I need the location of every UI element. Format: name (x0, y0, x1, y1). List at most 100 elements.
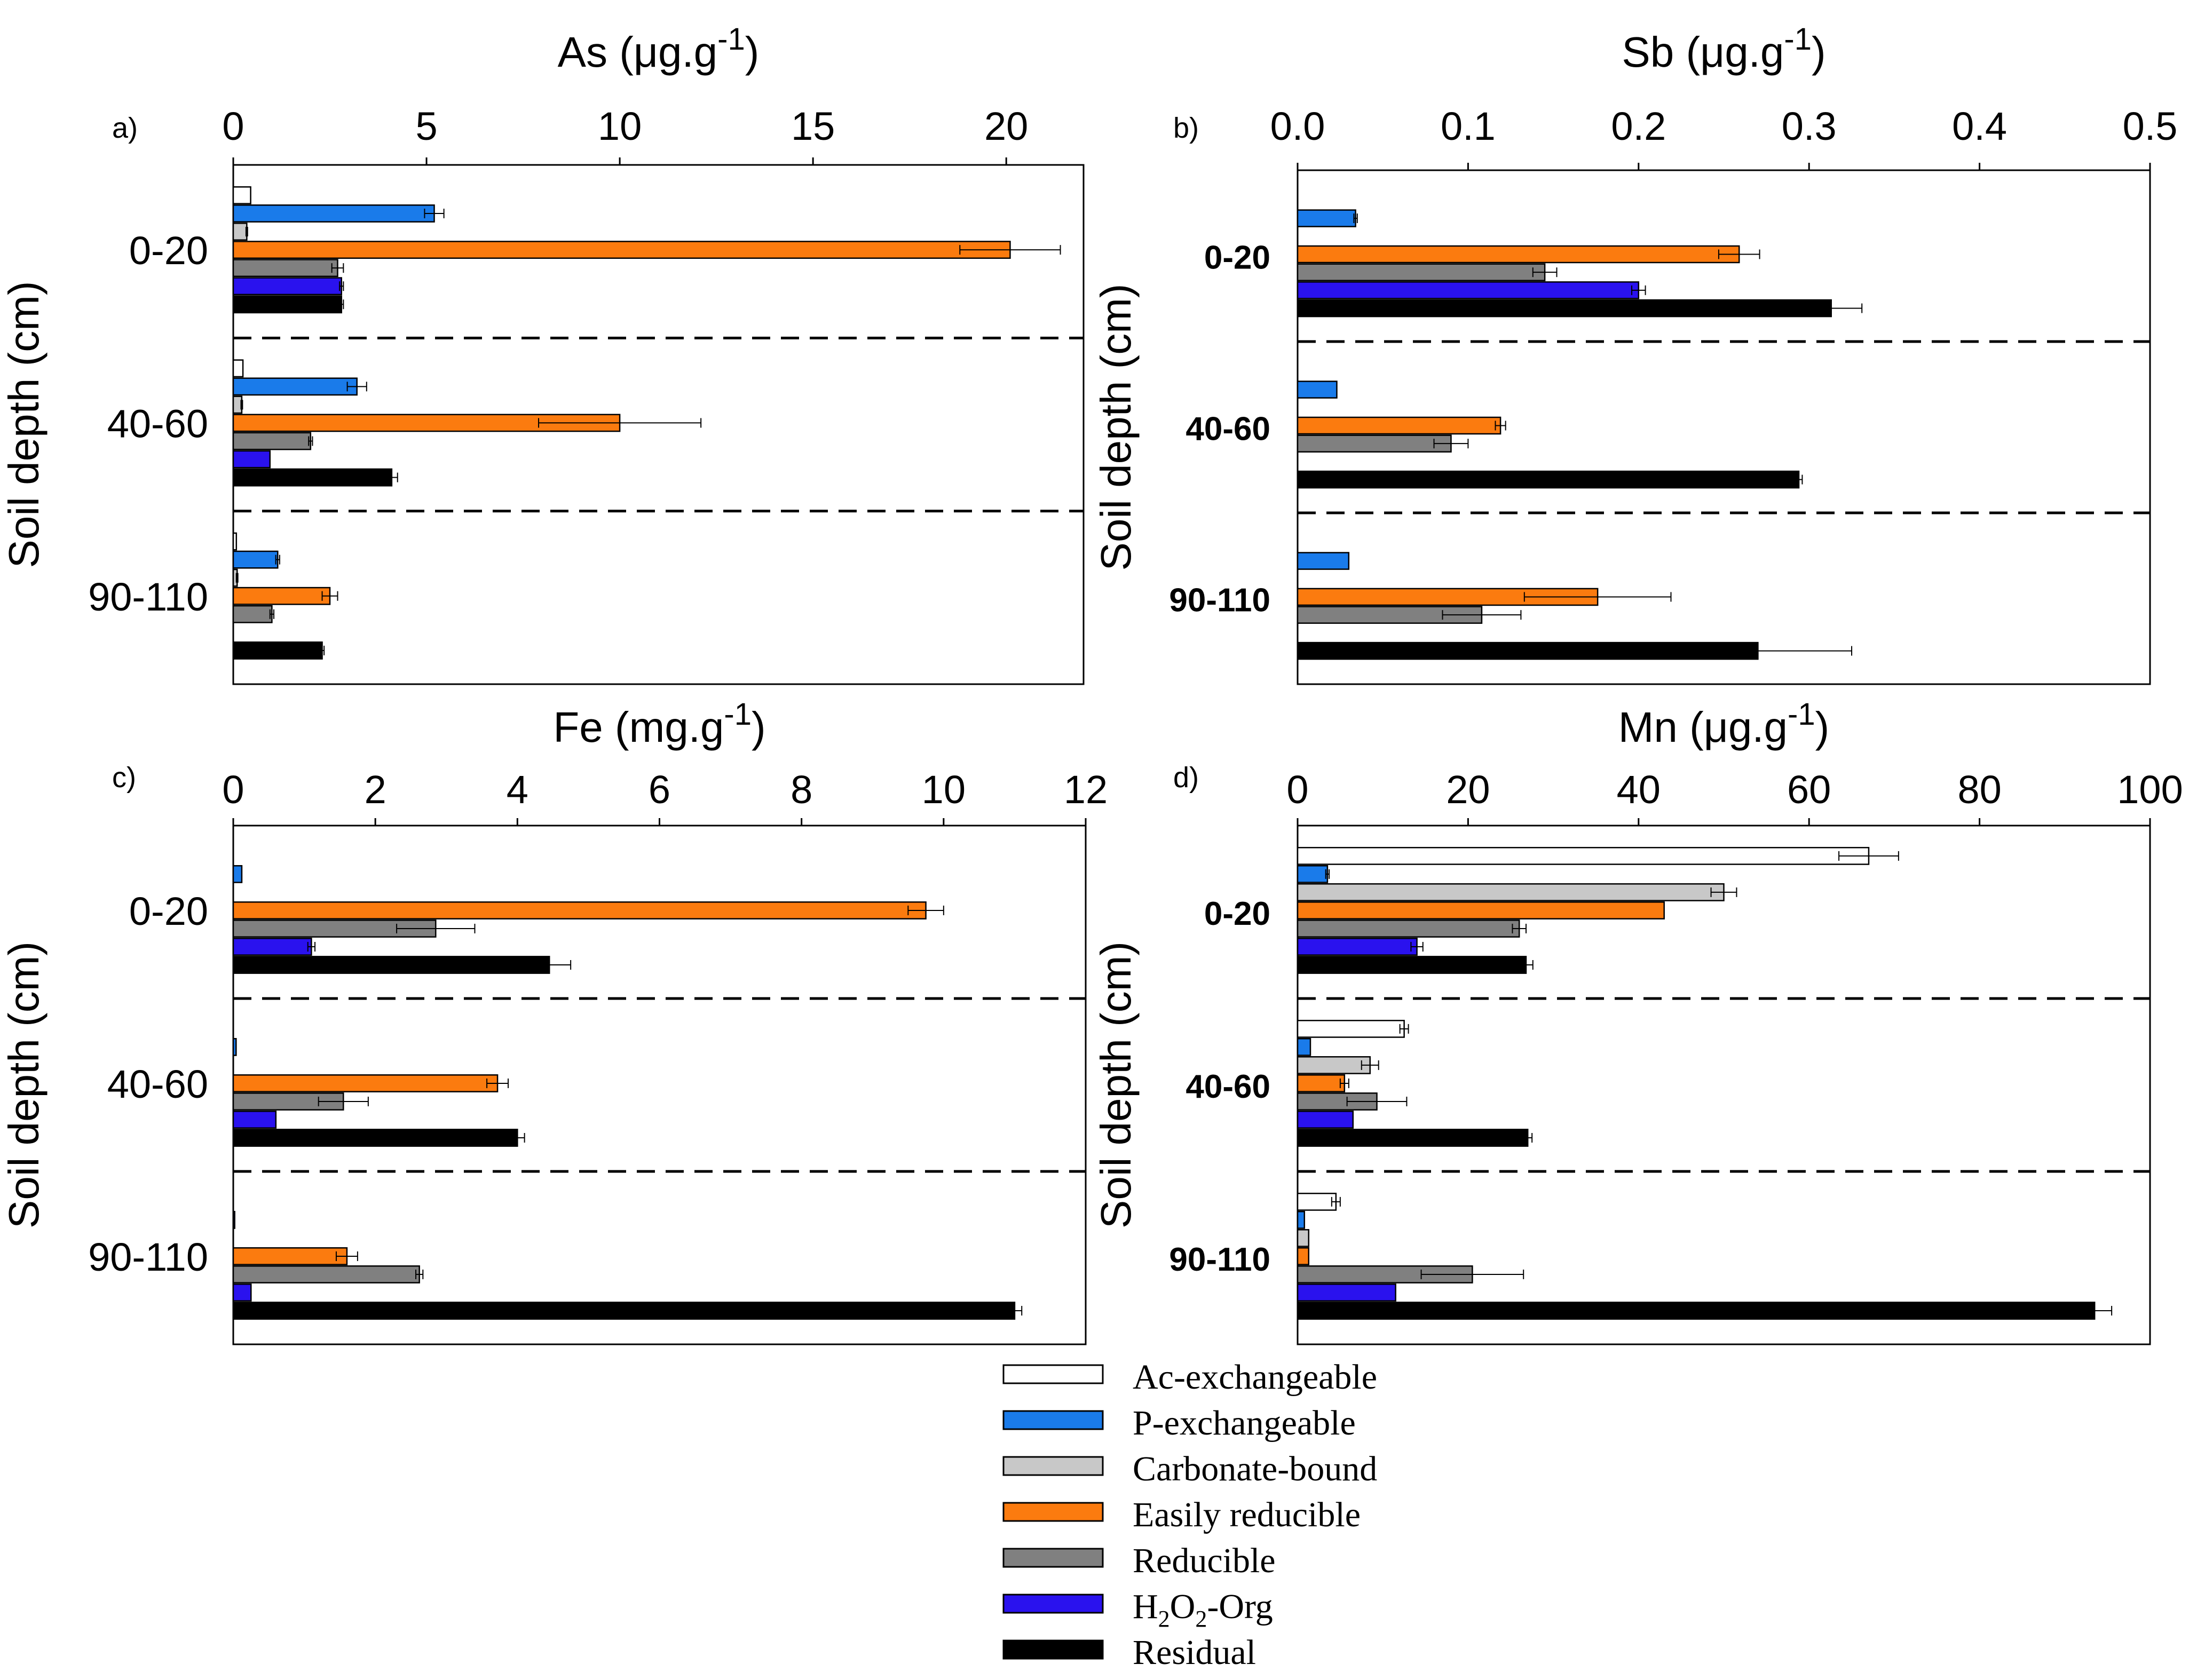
category-label: 90-110 (1169, 582, 1270, 619)
legend-swatch (1002, 1548, 1104, 1568)
bar-residual (1297, 299, 1832, 318)
bar-reducible (1297, 434, 1452, 453)
x-axis-title: Fe (mg.g-1) (553, 697, 765, 751)
panel-b: b) Sb (μg.g-1) 0.0 0.1 0.2 0.3 0.4 0.5 Soil dept… (1092, 22, 2178, 685)
x-tick-label: 0.3 (1782, 104, 1837, 148)
bar-reducible (232, 605, 273, 623)
bar-easily-reducible (232, 241, 1011, 259)
legend-swatch (1002, 1456, 1104, 1476)
bar-h2o2-org (1297, 1283, 1396, 1302)
bar-p-exchangeable (1297, 1210, 1306, 1229)
bar-p-exchangeable (232, 865, 243, 883)
legend-item-easily-reducible: Easily reducible (1002, 1495, 1361, 1534)
panel-c: c) Fe (mg.g-1) 0 2 4 6 8 10 12 Soil depth (cm) 0-2… (0, 697, 1108, 1345)
bar-residual (232, 468, 393, 487)
x-tick-label: 80 (1957, 767, 2001, 812)
bar-carbonate-bound (1297, 1056, 1371, 1074)
x-tick-label: 0.4 (1952, 104, 2007, 148)
panel-letter: b) (1173, 112, 1199, 144)
bar-reducible (232, 259, 338, 278)
bar-h2o2-org (1297, 1111, 1354, 1129)
bar-h2o2-org (1297, 938, 1418, 956)
x-tick-label: 0 (222, 767, 244, 812)
category-label: 90-110 (1169, 1241, 1270, 1278)
x-tick-label: 8 (791, 767, 812, 812)
category-label: 90-110 (88, 575, 208, 619)
bar-h2o2-org (232, 450, 271, 469)
x-tick-label: 0.5 (2123, 104, 2178, 148)
bar-residual (1297, 1302, 2096, 1320)
x-axis-title: Mn (μg.g-1) (1618, 697, 1830, 751)
bar-ac-exchangeable (1297, 1192, 1337, 1211)
legend-label: P-exchangeable (1133, 1404, 1356, 1443)
bar-easily-reducible (232, 1247, 348, 1265)
bar-p-exchangeable (232, 377, 358, 396)
bar-easily-reducible (1297, 416, 1501, 435)
bar-p-exchangeable (1297, 552, 1350, 570)
bar-h2o2-org (1297, 281, 1640, 299)
category-label: 0-20 (1204, 240, 1270, 276)
legend-item-ac-exchangeable: Ac-exchangeable (1002, 1358, 1377, 1397)
legend-item-carbonate-bound: Carbonate-bound (1002, 1449, 1377, 1488)
legend-swatch (1002, 1410, 1104, 1430)
legend-label: Carbonate-bound (1133, 1449, 1377, 1488)
legend-label: Residual (1133, 1633, 1256, 1672)
panel-letter: d) (1173, 762, 1199, 794)
legend-item-residual: Residual (1002, 1633, 1256, 1672)
bar-residual (1297, 956, 1527, 974)
x-tick-label: 15 (791, 104, 835, 148)
bar-p-exchangeable (232, 204, 435, 223)
bar-reducible (1297, 920, 1520, 938)
legend-item-h2o2-org: H2O2-Org (1002, 1587, 1273, 1632)
category-label: 40-60 (1186, 411, 1270, 448)
x-tick-label: 5 (415, 104, 437, 148)
bar-reducible (232, 1265, 420, 1283)
bar-carbonate-bound (1297, 1229, 1310, 1247)
bar-residual (232, 1129, 518, 1147)
bar-ac-exchangeable (1297, 846, 1870, 865)
legend: Ac-exchangeable P-exchangeable Carbonate-b… (1002, 1358, 1377, 1672)
category-label: 0-20 (129, 889, 208, 933)
bar-reducible (232, 432, 312, 450)
legend-swatch (1002, 1594, 1104, 1614)
legend-label: Ac-exchangeable (1133, 1358, 1377, 1397)
bar-ac-exchangeable (232, 532, 238, 551)
legend-label: Easily reducible (1133, 1495, 1361, 1534)
x-tick-label: 0 (1286, 767, 1308, 812)
x-tick-label: 0.0 (1270, 104, 1325, 148)
bar-p-exchangeable (1297, 381, 1338, 399)
x-tick-label: 4 (507, 767, 528, 812)
category-label: 0-20 (129, 228, 208, 273)
x-tick-label: 12 (1064, 767, 1108, 812)
x-tick-label: 0 (222, 104, 244, 148)
x-tick-label: 20 (1446, 767, 1490, 812)
bar-easily-reducible (1297, 245, 1740, 264)
bar-ac-exchangeable (1297, 1019, 1405, 1038)
x-axis-title: Sb (μg.g-1) (1622, 22, 1825, 76)
panel-d: d) Mn (μg.g-1) 0 20 40 60 80 100 Soil depth (cm)… (1092, 697, 2183, 1345)
bar-p-exchangeable (1297, 209, 1356, 227)
bar-easily-reducible (232, 1074, 499, 1092)
legend-item-reducible: Reducible (1002, 1541, 1276, 1580)
bar-easily-reducible (232, 587, 331, 605)
legend-label: H2O2-Org (1133, 1587, 1273, 1632)
bar-carbonate-bound (1297, 883, 1725, 901)
bar-residual (232, 956, 550, 974)
bar-p-exchangeable (232, 1037, 237, 1056)
legend-swatch (1002, 1502, 1104, 1522)
panel-letter: c) (112, 762, 136, 794)
bar-reducible (232, 920, 437, 938)
bar-reducible (1297, 263, 1546, 281)
legend-swatch (1002, 1364, 1104, 1384)
bar-carbonate-bound (232, 223, 248, 241)
panel-letter: a) (112, 112, 138, 144)
bar-p-exchangeable (1297, 865, 1329, 883)
bar-ac-exchangeable (232, 359, 244, 378)
legend-item-p-exchangeable: P-exchangeable (1002, 1404, 1356, 1443)
bar-h2o2-org (232, 277, 342, 296)
category-label: 40-60 (107, 1062, 208, 1106)
x-tick-label: 10 (598, 104, 642, 148)
x-tick-label: 6 (649, 767, 670, 812)
bar-easily-reducible (1297, 1074, 1346, 1092)
